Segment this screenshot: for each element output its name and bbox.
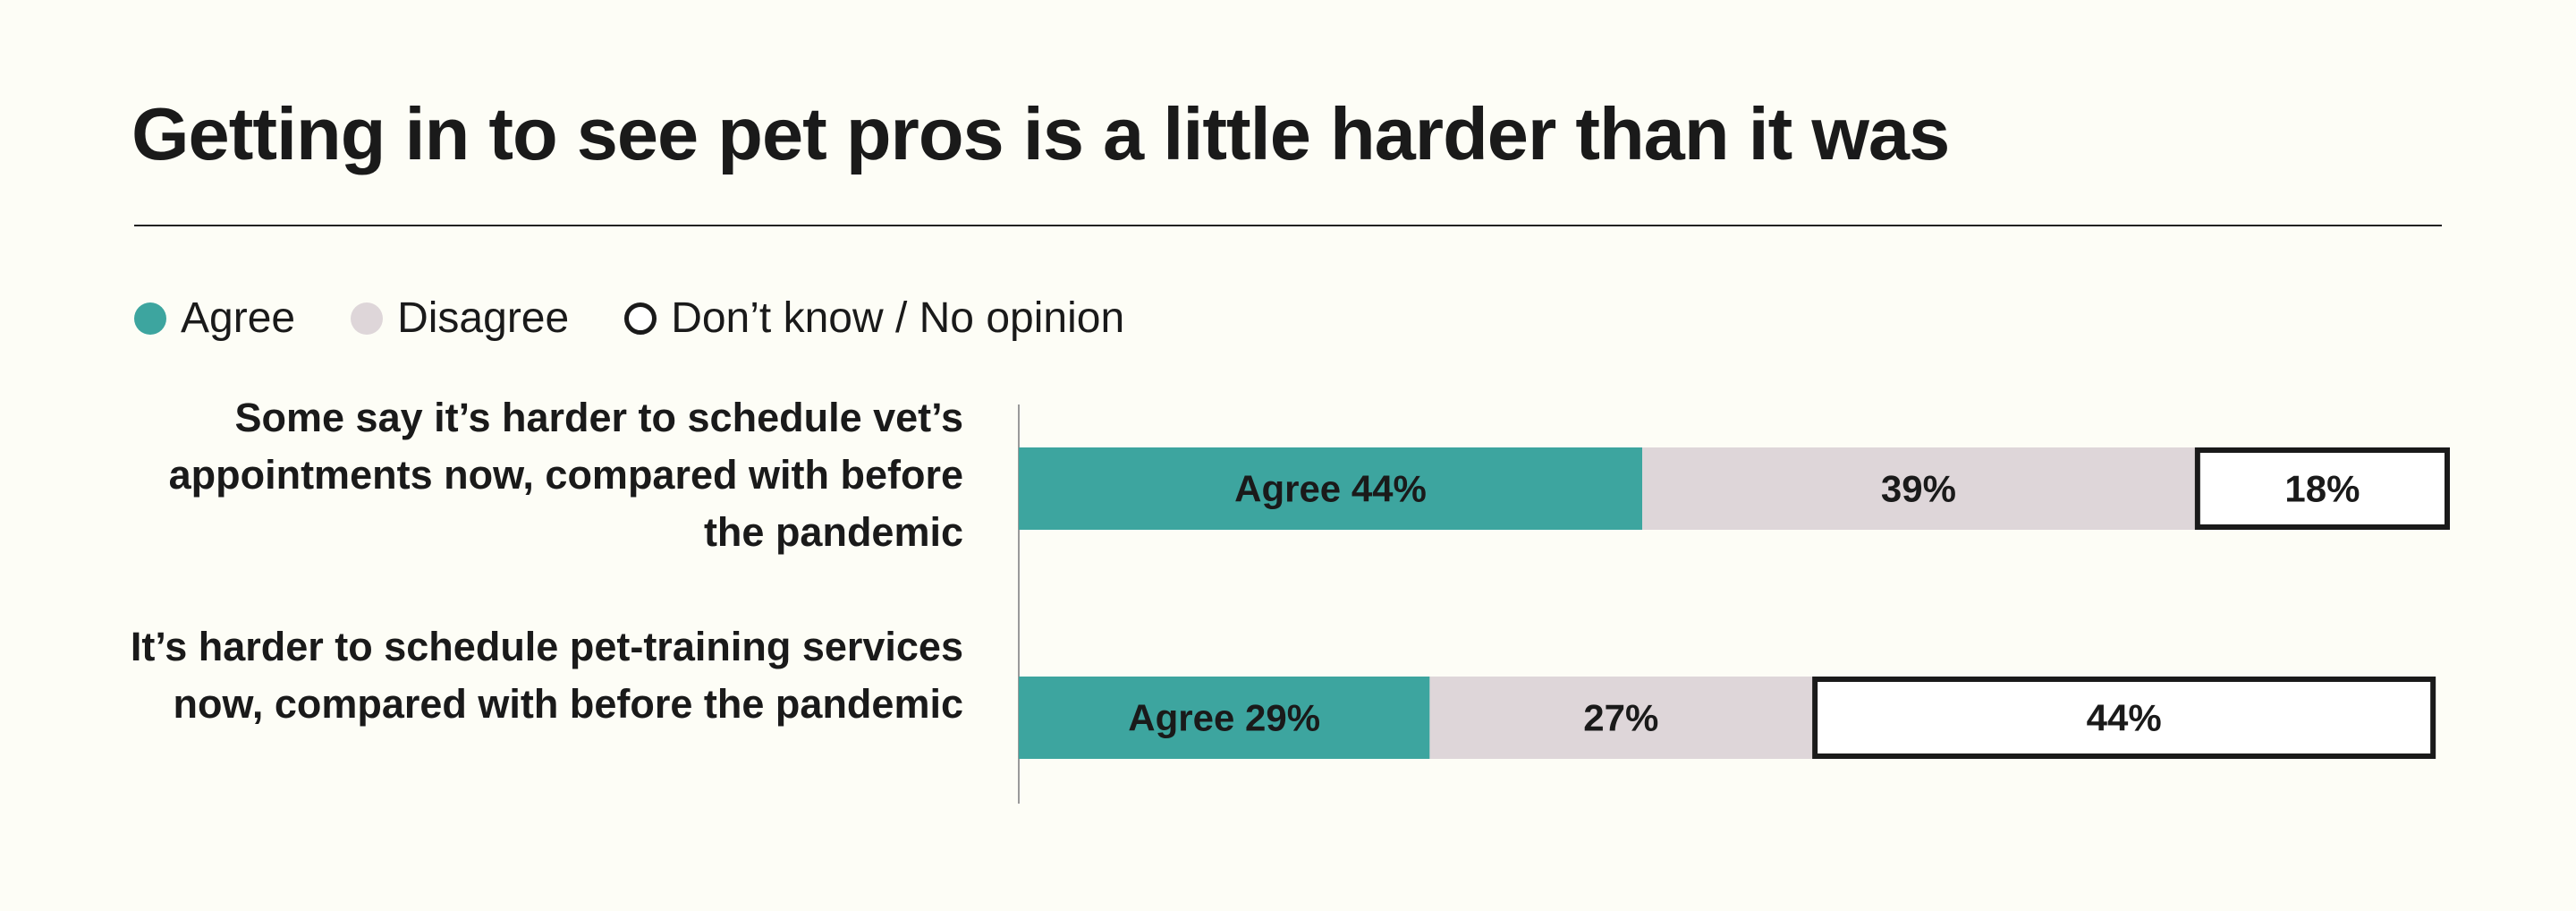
title-divider: [134, 225, 2442, 226]
bar-segments: Agree 44% 39% 18% Agree 29% 27% 44%: [1019, 447, 2451, 759]
data-label-disagree-row-2: 27%: [1583, 697, 1658, 739]
row-label-training: It’s harder to schedule pet-training ser…: [130, 624, 963, 727]
legend-item-dont-know: Don’t know / No opinion: [624, 295, 1124, 342]
legend-swatch-agree: [134, 302, 166, 335]
legend-swatch-disagree: [351, 302, 384, 335]
bar-segment-dont-know-row-1: [2194, 447, 2451, 530]
legend-swatch-dont-know: [624, 302, 657, 335]
chart-title: Getting in to see pet pros is a little h…: [131, 92, 1950, 175]
data-label-dont-know-row-2: 44%: [2087, 697, 2162, 739]
bar-segment-disagree-row-1: [1642, 447, 2195, 530]
bar-segment-agree-row-2: [1019, 677, 1430, 759]
legend-label-dont-know: Don’t know / No opinion: [671, 294, 1125, 342]
legend-item-disagree: Disagree: [351, 295, 569, 342]
data-label-disagree-row-1: 39%: [1881, 468, 1956, 510]
data-label-dont-know-row-1: 18%: [2284, 468, 2360, 510]
data-label-agree-row-2: Agree 29%: [1128, 697, 1320, 739]
legend-item-agree: Agree: [134, 295, 295, 342]
data-label-agree-row-1: Agree 44%: [1234, 468, 1427, 510]
bar-segment-disagree-row-2: [1429, 677, 1813, 759]
legend: Agree Disagree Don’t know / No opinion: [134, 295, 1180, 342]
bar-segment-agree-row-1: [1019, 447, 1643, 530]
row-label-vet: Some say it’s harder to schedule vet’s a…: [168, 395, 963, 555]
legend-label-disagree: Disagree: [397, 294, 570, 342]
bar-segment-dont-know-row-2: [1812, 677, 2436, 759]
legend-label-agree: Agree: [181, 294, 296, 342]
